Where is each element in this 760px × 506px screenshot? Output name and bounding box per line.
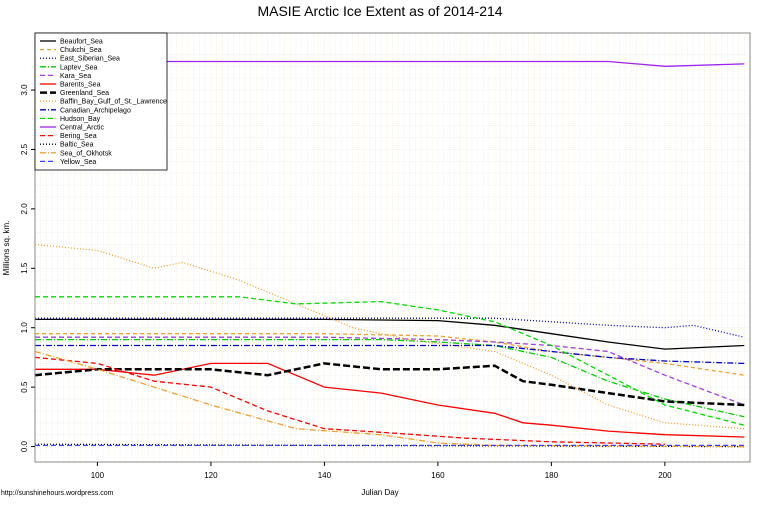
y-tick-label: 3.0 — [20, 84, 29, 96]
chart-title: MASIE Arctic Ice Extent as of 2014-214 — [257, 3, 502, 19]
series-line-bering-sea — [34, 356, 665, 445]
x-tick-label: 200 — [658, 471, 672, 480]
legend-entry: Greenland_Sea — [60, 90, 109, 97]
x-tick-label: 160 — [431, 471, 445, 480]
legend-entry: Laptev_Sea — [60, 64, 97, 71]
series-line-canadian-archipelago — [35, 344, 745, 365]
x-tick-label: 140 — [318, 471, 332, 480]
y-tick-label: 0.5 — [20, 381, 29, 393]
y-tick-label: 0.0 — [20, 440, 29, 452]
footer-url: http://sunshinehours.wordpress.com — [1, 490, 114, 497]
y-axis-label: Millions sq. km. — [2, 221, 11, 276]
legend-entry: Bering_Sea — [60, 133, 97, 140]
y-tick-label: 2.5 — [20, 143, 29, 155]
legend-entry: Central_Arctic — [60, 125, 104, 132]
x-tick-label: 180 — [545, 471, 559, 480]
legend-entry: East_Siberian_Sea — [60, 56, 120, 63]
series-line-laptev-sea — [35, 338, 745, 418]
series-line-chukchi-sea — [35, 333, 745, 376]
legend-entry: Beaufort_Sea — [60, 39, 103, 46]
legend-entry: Canadian_Archipelago — [60, 107, 131, 114]
plot-frame — [34, 32, 751, 463]
legend-entry: Baltic_Sea — [60, 142, 94, 149]
series-line-central-arctic — [35, 60, 745, 67]
x-tick-label: 120 — [204, 471, 218, 480]
series-line-beaufort-sea — [35, 318, 745, 350]
legend-entry: Hudson_Bay — [60, 116, 101, 123]
legend-entry: Barents_Sea — [60, 82, 101, 89]
y-tick-label: 2.0 — [20, 203, 29, 215]
x-axis-label: Julian Day — [361, 488, 398, 497]
x-tick-label: 100 — [91, 471, 105, 480]
legend-entry: Baffin_Bay_Gulf_of_St._Lawrence — [60, 99, 167, 106]
legend-entry: Chukchi_Sea — [60, 47, 102, 54]
y-tick-label: 1.0 — [20, 322, 29, 334]
series-line-baffin-bay-gulf-of-st-lawrence — [34, 243, 745, 430]
legend-entry: Yellow_Sea — [60, 159, 96, 166]
legend-entry: Sea_of_Okhotsk — [60, 150, 112, 157]
legend-box — [34, 32, 168, 171]
series-line-baltic-sea — [34, 443, 745, 448]
series-line-sea-of-okhotsk — [34, 350, 745, 448]
legend-entry: Kara_Sea — [60, 73, 91, 80]
series-line-kara-sea — [35, 336, 745, 406]
series-line-barents-sea — [35, 362, 745, 438]
y-tick-label: 1.5 — [20, 262, 29, 274]
series-line-hudson-bay — [35, 296, 745, 426]
series-line-greenland-sea — [34, 362, 745, 407]
